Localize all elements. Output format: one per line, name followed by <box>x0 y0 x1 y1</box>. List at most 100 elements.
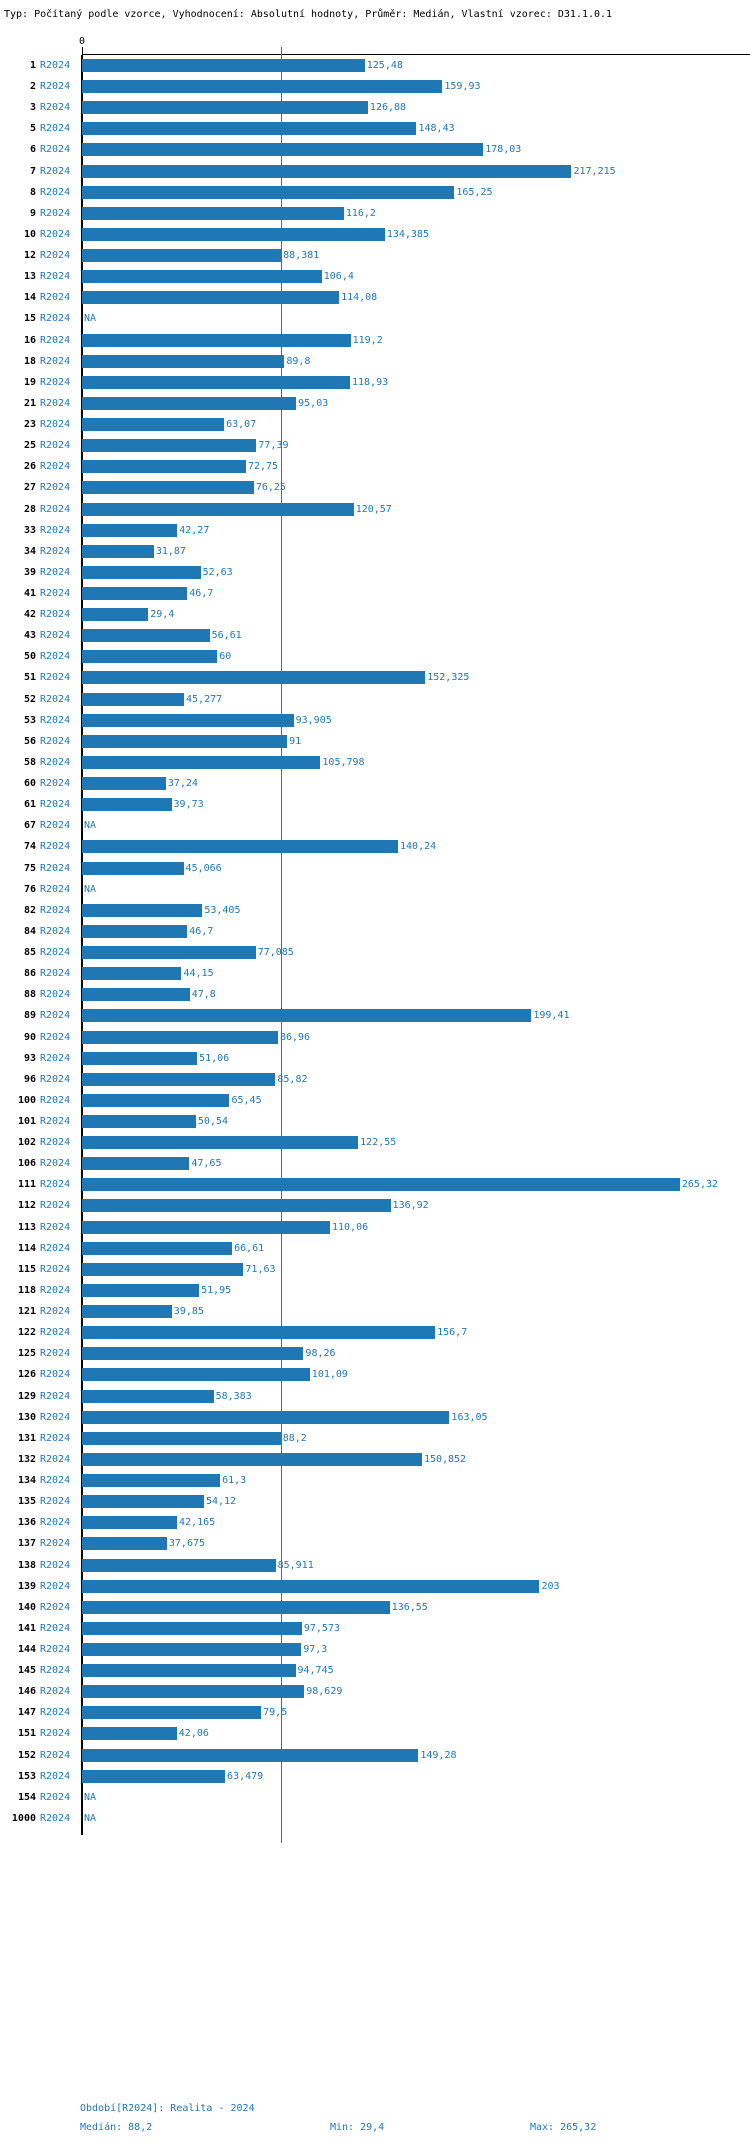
bar-row[interactable]: 56 R2024 91 <box>0 731 750 752</box>
bar[interactable] <box>82 587 188 600</box>
bar-row[interactable]: 34 R2024 31,87 <box>0 541 750 562</box>
bar-row[interactable]: 135 R2024 54,12 <box>0 1491 750 1512</box>
bar[interactable] <box>82 1537 167 1551</box>
bar-row[interactable]: 144 R2024 97,3 <box>0 1639 750 1660</box>
bar-row[interactable]: 58 R2024 105,798 <box>0 752 750 773</box>
bar[interactable] <box>82 164 572 178</box>
bar[interactable] <box>82 1706 262 1720</box>
bar[interactable] <box>82 1748 419 1762</box>
bar-row[interactable]: 89 R2024 199,41 <box>0 1005 750 1026</box>
bar[interactable] <box>82 671 426 685</box>
bar[interactable] <box>82 1621 302 1635</box>
bar[interactable] <box>82 80 443 94</box>
bar[interactable] <box>82 227 385 241</box>
bar[interactable] <box>82 1220 331 1234</box>
bar-row[interactable]: 146 R2024 98,629 <box>0 1681 750 1702</box>
bar-row[interactable]: 41 R2024 46,7 <box>0 583 750 604</box>
bar[interactable] <box>82 1579 540 1593</box>
bar[interactable] <box>82 629 210 643</box>
bar[interactable] <box>82 1178 680 1192</box>
bar[interactable] <box>82 481 254 495</box>
bar[interactable] <box>82 1030 278 1044</box>
bar-row[interactable]: 15 R2024 NA <box>0 308 750 329</box>
bar-row[interactable]: 115 R2024 71,63 <box>0 1259 750 1280</box>
bar-row[interactable]: 121 R2024 39,85 <box>0 1301 750 1322</box>
bar-row[interactable]: 137 R2024 37,675 <box>0 1533 750 1554</box>
bar-row[interactable]: 131 R2024 88,2 <box>0 1428 750 1449</box>
bar-row[interactable]: 154 R2024 NA <box>0 1787 750 1808</box>
bar[interactable] <box>82 249 282 263</box>
bar-row[interactable]: 118 R2024 51,95 <box>0 1280 750 1301</box>
bar-row[interactable]: 8 R2024 165,25 <box>0 182 750 203</box>
bar[interactable] <box>82 1157 190 1171</box>
bar[interactable] <box>82 1241 233 1255</box>
bar[interactable] <box>82 375 350 389</box>
bar[interactable] <box>82 840 399 854</box>
bar-row[interactable]: 86 R2024 44,15 <box>0 963 750 984</box>
bar-row[interactable]: 102 R2024 122,55 <box>0 1132 750 1153</box>
bar-row[interactable]: 10 R2024 134,385 <box>0 224 750 245</box>
bar-row[interactable]: 33 R2024 42,27 <box>0 520 750 541</box>
bar[interactable] <box>82 1389 214 1403</box>
bar-row[interactable]: 113 R2024 110,06 <box>0 1217 750 1238</box>
bar[interactable] <box>82 291 340 305</box>
bar[interactable] <box>82 206 344 220</box>
bar[interactable] <box>82 1431 281 1445</box>
bar[interactable] <box>82 1072 276 1086</box>
bar-row[interactable]: 42 R2024 29,4 <box>0 604 750 625</box>
bar[interactable] <box>82 523 178 537</box>
bar-row[interactable]: 18 R2024 89,8 <box>0 351 750 372</box>
bar[interactable] <box>82 544 154 558</box>
bar-row[interactable]: 90 R2024 86,96 <box>0 1027 750 1048</box>
bar[interactable] <box>82 946 256 960</box>
bar[interactable] <box>82 143 484 157</box>
bar[interactable] <box>82 1199 391 1213</box>
bar-row[interactable]: 122 R2024 156,7 <box>0 1322 750 1343</box>
bar[interactable] <box>82 1368 310 1382</box>
bar[interactable] <box>82 1051 198 1065</box>
bar-row[interactable]: 93 R2024 51,06 <box>0 1048 750 1069</box>
bar[interactable] <box>82 777 166 791</box>
bar[interactable] <box>82 1516 178 1530</box>
bar-row[interactable]: 61 R2024 39,73 <box>0 794 750 815</box>
bar[interactable] <box>82 903 203 917</box>
bar[interactable] <box>82 861 184 875</box>
bar-row[interactable]: 136 R2024 42,165 <box>0 1512 750 1533</box>
bar[interactable] <box>82 101 368 115</box>
bar-row[interactable]: 19 R2024 118,93 <box>0 372 750 393</box>
bar-row[interactable]: 75 R2024 45,066 <box>0 858 750 879</box>
bar-row[interactable]: 27 R2024 76,25 <box>0 477 750 498</box>
bar-row[interactable]: 3 R2024 126,88 <box>0 97 750 118</box>
bar-row[interactable]: 112 R2024 136,92 <box>0 1195 750 1216</box>
bar-row[interactable]: 101 R2024 50,54 <box>0 1111 750 1132</box>
bar-row[interactable]: 106 R2024 47,65 <box>0 1153 750 1174</box>
bar[interactable] <box>82 1600 390 1614</box>
bar[interactable] <box>82 460 246 474</box>
bar-row[interactable]: 151 R2024 42,06 <box>0 1723 750 1744</box>
bar-row[interactable]: 147 R2024 79,5 <box>0 1702 750 1723</box>
bar-row[interactable]: 6 R2024 178,03 <box>0 139 750 160</box>
bar-row[interactable]: 16 R2024 119,2 <box>0 330 750 351</box>
bar[interactable] <box>82 798 172 812</box>
bar[interactable] <box>82 1283 200 1297</box>
bar[interactable] <box>82 185 455 199</box>
bar[interactable] <box>82 418 225 432</box>
bar-row[interactable]: 50 R2024 60 <box>0 646 750 667</box>
bar[interactable] <box>82 1664 296 1678</box>
bar-row[interactable]: 153 R2024 63,479 <box>0 1766 750 1787</box>
bar-row[interactable]: 129 R2024 58,383 <box>0 1386 750 1407</box>
bar-row[interactable]: 139 R2024 203 <box>0 1576 750 1597</box>
bar-row[interactable]: 152 R2024 149,28 <box>0 1745 750 1766</box>
bar-row[interactable]: 140 R2024 136,55 <box>0 1597 750 1618</box>
bar-row[interactable]: 7 R2024 217,215 <box>0 161 750 182</box>
bar[interactable] <box>82 1347 304 1361</box>
bar-row[interactable]: 145 R2024 94,745 <box>0 1660 750 1681</box>
bar-row[interactable]: 60 R2024 37,24 <box>0 773 750 794</box>
bar-row[interactable]: 132 R2024 150,852 <box>0 1449 750 1470</box>
bar-row[interactable]: 1 R2024 125,48 <box>0 55 750 76</box>
bar[interactable] <box>82 1305 172 1319</box>
bar-row[interactable]: 111 R2024 265,32 <box>0 1174 750 1195</box>
bar-row[interactable]: 141 R2024 97,573 <box>0 1618 750 1639</box>
bar[interactable] <box>82 270 322 284</box>
bar[interactable] <box>82 1452 422 1466</box>
